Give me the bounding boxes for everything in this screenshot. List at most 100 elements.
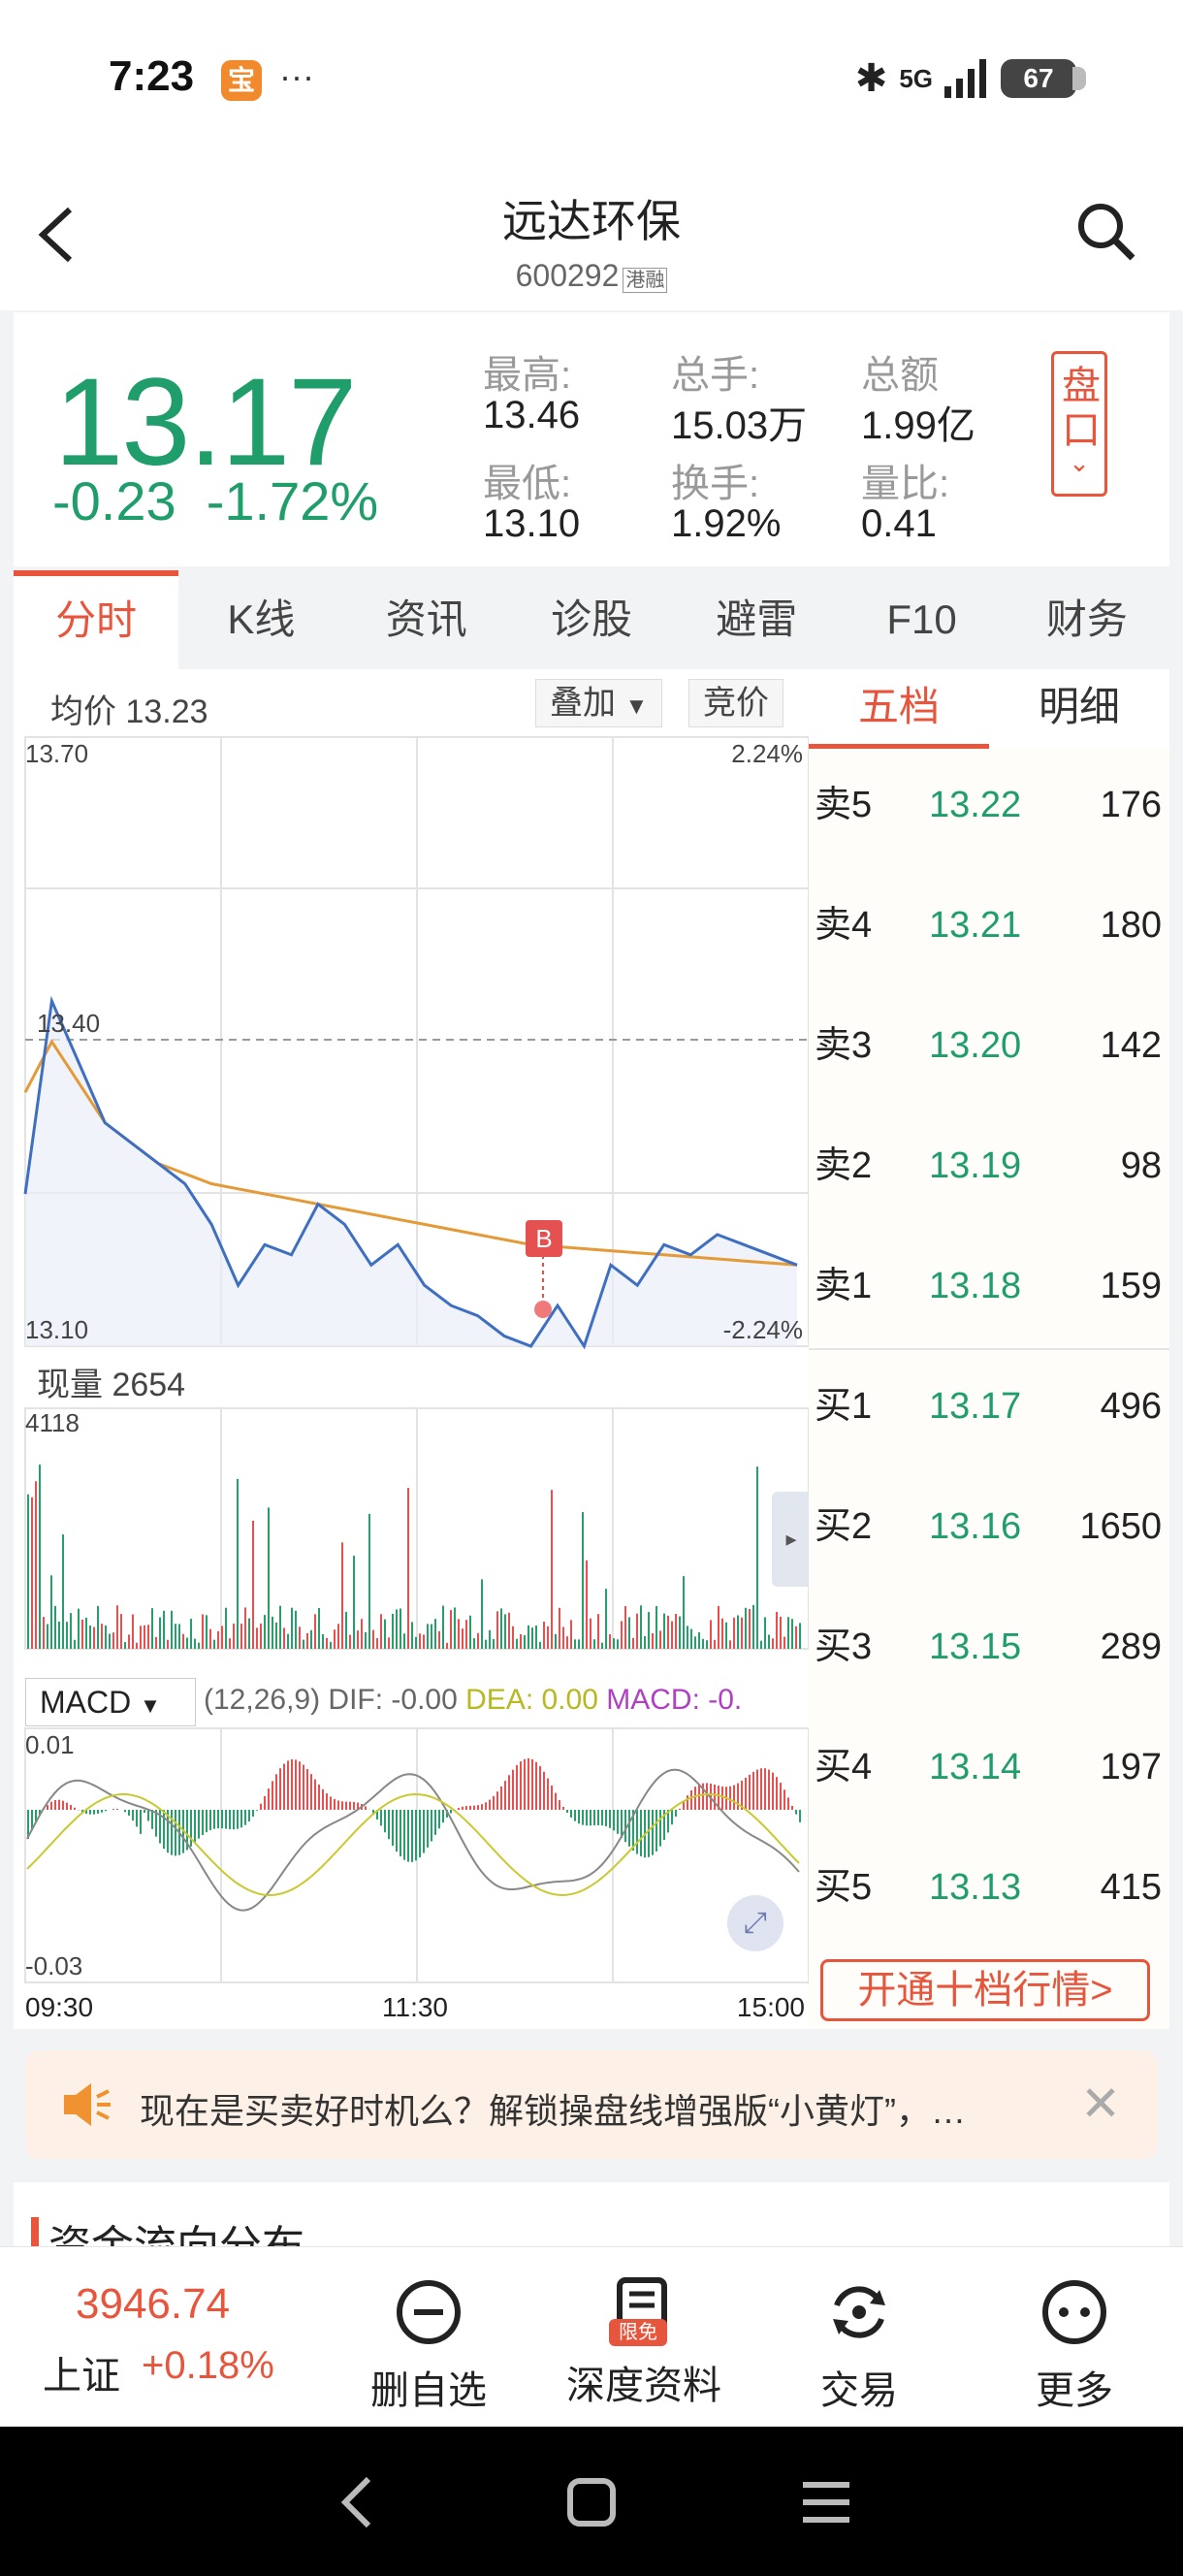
tab-five-levels[interactable]: 五档 bbox=[809, 669, 989, 749]
macd-bar bbox=[50, 1801, 52, 1810]
volume-bar bbox=[306, 1632, 308, 1649]
macd-bar bbox=[291, 1759, 293, 1810]
volume-bar bbox=[508, 1612, 510, 1649]
volume-bar bbox=[392, 1613, 394, 1649]
macd-bar bbox=[365, 1806, 367, 1810]
macd-bar bbox=[655, 1810, 657, 1852]
nav-back-icon[interactable] bbox=[337, 2473, 376, 2531]
tab-f10[interactable]: F10 bbox=[886, 596, 957, 642]
macd-bar bbox=[97, 1810, 99, 1814]
macd-bar bbox=[493, 1795, 495, 1810]
macd-bar bbox=[376, 1810, 378, 1819]
macd-bar bbox=[481, 1804, 483, 1810]
macd-bar bbox=[314, 1779, 316, 1810]
search-icon[interactable] bbox=[1074, 200, 1136, 267]
macd-bar bbox=[252, 1810, 254, 1817]
macd-bar bbox=[636, 1810, 638, 1854]
pankou-button[interactable]: 盘口 ⌄ bbox=[1051, 351, 1107, 497]
volume-bar bbox=[400, 1608, 401, 1649]
macd-bar bbox=[159, 1810, 161, 1844]
macd-bar bbox=[384, 1810, 386, 1833]
macd-bar bbox=[582, 1810, 584, 1825]
volume-bar bbox=[737, 1615, 739, 1649]
tab-kline[interactable]: K线 bbox=[227, 596, 296, 642]
macd-bar bbox=[729, 1786, 731, 1810]
macd-bar bbox=[299, 1761, 301, 1810]
bid-row-1: 买1 13.17 496 bbox=[815, 1386, 1162, 1427]
volume-bar bbox=[648, 1612, 650, 1649]
tab-diagnosis[interactable]: 诊股 bbox=[550, 596, 632, 642]
nav-menu-icon[interactable] bbox=[799, 2475, 853, 2529]
expand-handle-icon[interactable]: ▸ bbox=[772, 1492, 811, 1587]
volume-bar bbox=[795, 1626, 797, 1649]
macd-bar bbox=[116, 1809, 118, 1810]
macd-bar bbox=[124, 1810, 126, 1813]
macd-bottom-label: -0.03 bbox=[25, 1951, 83, 1980]
macd-bar bbox=[574, 1810, 576, 1821]
macd-bar bbox=[745, 1777, 747, 1810]
x-axis-start: 09:30 bbox=[25, 1992, 94, 2022]
auction-button[interactable]: 竞价 bbox=[688, 679, 783, 727]
macd-bar bbox=[764, 1768, 766, 1810]
hk-connect-tag: 港融 bbox=[623, 268, 668, 294]
volume-bar bbox=[151, 1608, 153, 1649]
volume-bar bbox=[539, 1641, 541, 1649]
volume-bar bbox=[136, 1642, 138, 1649]
volume-bar bbox=[171, 1610, 173, 1649]
fullscreen-icon[interactable]: ⤢ bbox=[727, 1895, 783, 1951]
stock-header: 远达环保 600292 港融 bbox=[0, 165, 1183, 310]
close-icon[interactable]: ✕ bbox=[1080, 2077, 1121, 2131]
volume-bar bbox=[182, 1633, 184, 1649]
price-area-fill bbox=[25, 1001, 797, 1346]
promo-banner[interactable]: 现在是买卖好时机么？解锁操盘线增强版“小黄灯”，… ✕ bbox=[25, 2050, 1158, 2159]
back-icon[interactable] bbox=[35, 204, 78, 280]
volume-bar bbox=[694, 1636, 696, 1649]
tab-trade-detail[interactable]: 明细 bbox=[1038, 684, 1120, 729]
tab-finance[interactable]: 财务 bbox=[1045, 596, 1128, 642]
ten-level-button[interactable]: 开通十档行情> bbox=[820, 1959, 1150, 2021]
volume-bar bbox=[636, 1613, 638, 1649]
macd-bar bbox=[508, 1775, 510, 1810]
tab-risk[interactable]: 避雷 bbox=[716, 596, 798, 642]
macd-bar bbox=[287, 1760, 289, 1810]
volume-bar bbox=[109, 1633, 111, 1649]
macd-bar bbox=[605, 1810, 607, 1827]
volume-bar bbox=[43, 1617, 45, 1649]
macd-bar bbox=[151, 1810, 153, 1829]
volume-bar bbox=[368, 1513, 370, 1649]
overlay-dropdown[interactable]: 叠加 ▼ bbox=[535, 679, 663, 727]
tab-intraday[interactable]: 分时 bbox=[14, 570, 179, 669]
macd-bar bbox=[683, 1801, 685, 1810]
macd-select[interactable]: MACD ▼ bbox=[25, 1678, 196, 1726]
volume-bar bbox=[601, 1642, 603, 1649]
volume-bar bbox=[721, 1618, 723, 1649]
depth-data-button[interactable]: 限免 深度资料 bbox=[537, 2276, 751, 2410]
volume-bar bbox=[357, 1630, 359, 1649]
volume-bar bbox=[54, 1605, 56, 1649]
macd-bar bbox=[213, 1810, 215, 1829]
more-button[interactable]: 更多 bbox=[968, 2276, 1181, 2415]
macd-bar bbox=[485, 1802, 487, 1810]
macd-grid bbox=[24, 1727, 809, 1983]
nav-home-icon[interactable] bbox=[564, 2475, 619, 2529]
intraday-chart-area[interactable]: 均价 13.23 叠加 ▼ 竞价 B bbox=[14, 669, 811, 2029]
macd-bar bbox=[609, 1810, 611, 1828]
macd-bar bbox=[39, 1810, 41, 1816]
tab-news[interactable]: 资讯 bbox=[385, 596, 467, 642]
volume-bar bbox=[520, 1634, 522, 1649]
macd-bar bbox=[415, 1810, 417, 1861]
macd-bar bbox=[411, 1810, 413, 1862]
volume-bar bbox=[733, 1617, 735, 1649]
remove-watchlist-button[interactable]: 删自选 bbox=[322, 2276, 535, 2415]
macd-bar bbox=[392, 1810, 394, 1847]
volume-bar bbox=[679, 1616, 681, 1649]
volume-bar bbox=[116, 1605, 118, 1649]
macd-bars bbox=[27, 1757, 801, 1862]
trade-button[interactable]: 交易 bbox=[752, 2276, 966, 2415]
buy-marker[interactable]: B bbox=[526, 1220, 562, 1318]
volume-bar bbox=[256, 1627, 258, 1649]
volume-bar bbox=[621, 1621, 623, 1649]
volume-bar bbox=[287, 1633, 289, 1649]
chart-tabs: 分时 K线 资讯 诊股 避雷 F10 财务 bbox=[14, 570, 1169, 669]
macd-bar bbox=[524, 1758, 526, 1810]
